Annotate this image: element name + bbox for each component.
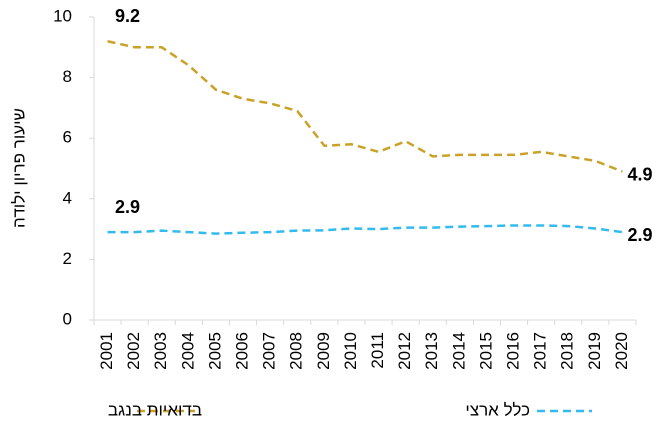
x-tick-label: 2020 <box>612 332 631 370</box>
x-tick-label: 2010 <box>341 332 360 370</box>
data-label: 2.9 <box>115 197 140 217</box>
x-tick-label: 2001 <box>97 332 116 370</box>
x-tick-label: 2014 <box>449 332 468 370</box>
x-tick-label: 2011 <box>368 332 387 369</box>
y-tick-label: 10 <box>53 6 72 25</box>
x-tick-label: 2015 <box>476 332 495 370</box>
x-tick-label: 2009 <box>314 332 333 370</box>
x-tick-label: 2017 <box>531 332 550 370</box>
data-label: 2.9 <box>627 225 652 245</box>
x-tick-label: 2007 <box>260 332 279 370</box>
data-label: 4.9 <box>627 164 652 184</box>
x-tick-label: 2012 <box>395 332 414 370</box>
y-tick-label: 6 <box>63 128 72 147</box>
x-tick-label: 2005 <box>205 332 224 370</box>
x-tick-label: 2003 <box>151 332 170 370</box>
x-tick-label: 2019 <box>585 332 604 370</box>
data-label: 9.2 <box>115 6 140 26</box>
y-axis-label: שיעור פריון ילודה <box>9 108 28 228</box>
x-tick-label: 2006 <box>233 332 252 370</box>
legend-label: כלל ארצי <box>465 400 530 419</box>
y-tick-label: 0 <box>63 309 72 328</box>
x-tick-label: 2002 <box>124 332 143 370</box>
x-tick-label: 2004 <box>178 332 197 370</box>
y-tick-label: 4 <box>63 188 72 207</box>
y-tick-label: 2 <box>63 249 72 268</box>
x-tick-label: 2013 <box>422 332 441 370</box>
series-line <box>107 40 623 173</box>
legend-label: בדואיות בנגב <box>108 400 202 419</box>
x-tick-label: 2008 <box>287 332 306 370</box>
y-tick-label: 8 <box>63 67 72 86</box>
x-tick-label: 2018 <box>558 332 577 370</box>
x-tick-label: 2016 <box>504 332 523 370</box>
series-line <box>107 224 623 235</box>
